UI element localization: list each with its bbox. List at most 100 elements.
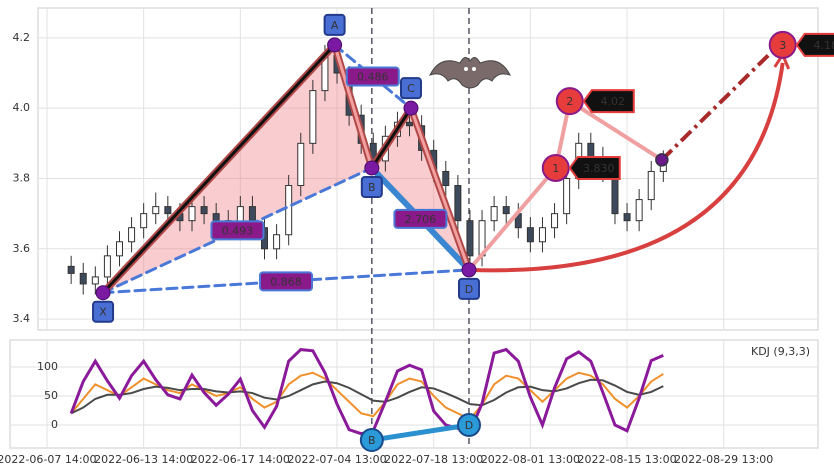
- point-box: [399, 77, 422, 100]
- pattern-point: [403, 100, 419, 116]
- candle-body: [563, 177, 571, 215]
- point-box: [323, 13, 346, 36]
- candle-body: [551, 213, 559, 229]
- ratio-label: 0.486: [357, 71, 389, 84]
- candle-body: [466, 220, 474, 257]
- projection-label: 1: [552, 162, 559, 175]
- kdj-panel: [9, 339, 819, 449]
- candle-body: [635, 199, 643, 222]
- x-tick-label: 2022-08-01 13:00: [481, 453, 580, 466]
- value-box: [582, 89, 635, 114]
- ratio-label: 2.706: [405, 213, 437, 226]
- kdj-title: KDJ (9,3,3): [751, 345, 810, 358]
- candle-body: [79, 272, 87, 285]
- ratio-box: [393, 208, 448, 229]
- x-tick-label: 2022-06-17 14:00: [191, 453, 290, 466]
- projection-line: [467, 97, 663, 272]
- ratio-box: [345, 66, 400, 87]
- candle-body: [647, 170, 655, 201]
- kdj-marker: [456, 412, 481, 437]
- candle-body: [454, 185, 462, 222]
- x-tick-label: 2022-06-07 14:00: [0, 453, 97, 466]
- point-box: [360, 175, 383, 198]
- projection-curve: [468, 62, 785, 273]
- kdj-line: [70, 378, 664, 415]
- point-label: B: [368, 181, 376, 194]
- pattern-point: [461, 262, 477, 278]
- candle-body: [623, 213, 631, 222]
- candle-body: [442, 170, 450, 187]
- ratio-box: [210, 220, 265, 241]
- y-tick-label: 100: [37, 360, 58, 373]
- value-label: 4.18: [813, 39, 834, 52]
- value-box: [568, 155, 621, 180]
- point-box: [92, 300, 115, 323]
- value-label: 3.830: [583, 162, 615, 175]
- pattern-point: [327, 37, 343, 53]
- x-tick-label: 2022-08-15 13:00: [577, 453, 676, 466]
- candle-body: [406, 121, 414, 127]
- y-tick-label: 0: [51, 418, 58, 431]
- candle-body: [587, 142, 595, 158]
- point-label: C: [407, 82, 415, 95]
- y-tick-label: 50: [44, 389, 58, 402]
- kdj-marker-line: [371, 422, 470, 443]
- point-label: A: [331, 19, 339, 32]
- y-tick-label: 3.4: [13, 312, 31, 325]
- candle-body: [526, 227, 534, 243]
- projection-label: 2: [566, 95, 573, 108]
- candle-body: [128, 227, 136, 243]
- kdj-marker-label: B: [368, 434, 376, 447]
- candle-body: [285, 185, 293, 236]
- ratio-label: 0.493: [222, 224, 254, 237]
- value-box: [795, 32, 834, 57]
- candle-body: [91, 276, 99, 285]
- candle-body: [309, 90, 317, 144]
- y-tick-label: 4.0: [13, 101, 31, 114]
- y-tick-label: 3.8: [13, 171, 31, 184]
- ratio-box: [259, 271, 314, 292]
- candle-body: [164, 206, 172, 215]
- pattern-point: [95, 285, 111, 301]
- candle-body: [115, 241, 123, 257]
- projection-label: 3: [779, 39, 786, 52]
- pattern-fill: [103, 44, 372, 293]
- x-tick-label: 2022-06-13 14:00: [94, 453, 193, 466]
- kdj-marker: [359, 428, 384, 453]
- candle-body: [490, 206, 498, 222]
- candle-body: [140, 213, 148, 229]
- candle-body: [103, 255, 111, 278]
- value-label: 4.02: [601, 95, 626, 108]
- leg-line: [333, 43, 374, 170]
- bat-icon: [429, 57, 511, 89]
- candle-body: [502, 206, 510, 215]
- kdj-line: [70, 371, 664, 421]
- candle-body: [67, 265, 75, 274]
- leg-line: [409, 106, 471, 272]
- y-tick-label: 4.2: [13, 31, 31, 44]
- projection-line: [660, 49, 775, 162]
- x-tick-label: 2022-07-18 13:00: [384, 453, 483, 466]
- candle-body: [188, 206, 196, 222]
- point-label: X: [99, 306, 107, 319]
- point-label: D: [465, 283, 473, 296]
- x-tick-label: 2022-07-04 13:00: [287, 453, 386, 466]
- kdj-marker-label: D: [465, 419, 473, 432]
- candle-body: [273, 234, 281, 250]
- candle-body: [297, 142, 305, 187]
- x-tick-label: 2022-08-29 13:00: [674, 453, 773, 466]
- pattern-point: [364, 160, 380, 176]
- candle-body: [200, 206, 208, 215]
- ratio-label: 0.868: [270, 275, 302, 288]
- leg-line: [101, 43, 337, 295]
- y-tick-label: 3.6: [13, 242, 31, 255]
- pattern-fill: [371, 108, 469, 270]
- projection-point: [655, 153, 669, 167]
- main-panel: [37, 7, 819, 331]
- leg-line: [370, 106, 413, 170]
- candle-body: [152, 206, 160, 215]
- candle-body: [212, 213, 220, 222]
- point-box: [457, 277, 480, 300]
- candle-body: [538, 227, 546, 243]
